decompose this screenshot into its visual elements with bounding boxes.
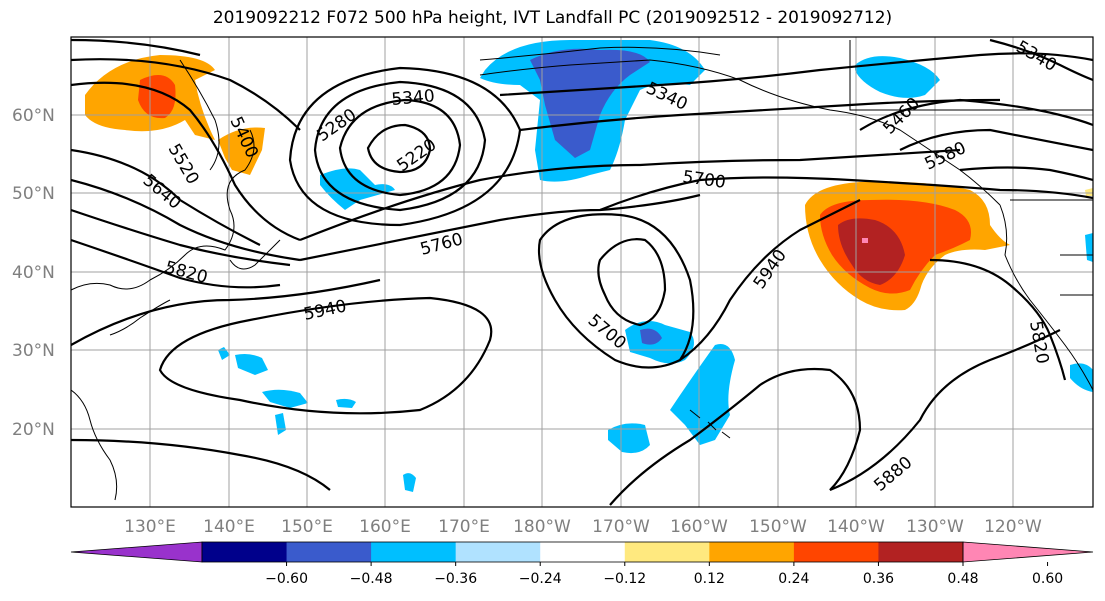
lon-label: 130°E bbox=[124, 517, 176, 537]
contour-5640 bbox=[71, 148, 261, 246]
coast-korea-japan bbox=[109, 239, 281, 336]
coast-north-america-west bbox=[999, 204, 1093, 391]
ivt-negative-region-east bbox=[1070, 363, 1093, 392]
ivt-negative-region-west-1 bbox=[235, 354, 268, 375]
lon-label: 150°E bbox=[281, 517, 333, 537]
contour-5940-east bbox=[679, 199, 861, 361]
contour-5520 bbox=[71, 81, 301, 242]
lat-label: 60°N bbox=[12, 106, 55, 126]
colorbar-tick-label: −0.60 bbox=[265, 571, 308, 587]
contour-5880-east bbox=[609, 329, 1061, 506]
colorbar-segment bbox=[878, 542, 964, 562]
contour-upper-1 bbox=[299, 148, 961, 242]
contour-mid-2 bbox=[71, 208, 291, 267]
colorbar-tick-label: −0.12 bbox=[603, 571, 646, 587]
colorbar-segment bbox=[371, 542, 457, 562]
coast-arctic bbox=[479, 40, 1093, 111]
lon-label: 130°W bbox=[906, 517, 964, 537]
coastlines bbox=[71, 40, 1093, 501]
height-contours bbox=[71, 38, 1093, 506]
lon-label: 120°W bbox=[984, 517, 1042, 537]
ivt-negative-region-west-3 bbox=[336, 398, 356, 408]
ivt-positive-core-northeast-pacific bbox=[838, 218, 905, 285]
contour-5580-east bbox=[899, 128, 1093, 152]
lon-label: 140°E bbox=[203, 517, 255, 537]
colorbar-outline bbox=[201, 541, 964, 563]
ivt-negative-region-west-2 bbox=[262, 389, 308, 408]
lon-label: 160°W bbox=[670, 517, 728, 537]
contour-5820 bbox=[71, 238, 281, 289]
colorbar-tick-label: 0.36 bbox=[863, 571, 894, 587]
colorbar-tick-label: 0.12 bbox=[694, 571, 725, 587]
contour-5820-east bbox=[929, 258, 1067, 381]
lat-label: 30°N bbox=[12, 341, 55, 361]
colorbar-tick-label: −0.48 bbox=[350, 571, 393, 587]
lon-label: 150°W bbox=[749, 517, 807, 537]
ivt-negative-region-dateline-north bbox=[320, 168, 395, 210]
contour-low-2 bbox=[338, 98, 462, 197]
contour-5940-west bbox=[158, 296, 493, 415]
lon-label: 160°E bbox=[359, 517, 411, 537]
lon-label: 170°E bbox=[438, 517, 490, 537]
ivt-negative-core-central-pacific bbox=[640, 328, 662, 345]
colorbar-segment bbox=[202, 542, 288, 562]
contour-5760 bbox=[299, 193, 701, 262]
contour-5880-west bbox=[71, 278, 381, 346]
lat-label: 50°N bbox=[12, 184, 55, 204]
map-border bbox=[70, 36, 1094, 508]
lon-label: 170°W bbox=[592, 517, 650, 537]
colorbar-segment bbox=[286, 542, 372, 562]
colorbar-tick-label: −0.36 bbox=[434, 571, 477, 587]
colorbar-tick-label: −0.24 bbox=[519, 571, 562, 587]
border-canada-us bbox=[1010, 199, 1093, 296]
coast-hawaii bbox=[689, 409, 731, 439]
colorbar-segment bbox=[709, 542, 795, 562]
contour-trough-5700 bbox=[537, 213, 695, 369]
ivt-positive-peak bbox=[862, 238, 868, 243]
ivt-negative-region-hawaii-south bbox=[608, 423, 650, 454]
ivt-negative-region-hawaii bbox=[670, 344, 735, 445]
lat-label: 20°N bbox=[12, 420, 55, 440]
contour-east-4 bbox=[959, 166, 1093, 182]
lon-label: 180°W bbox=[513, 517, 571, 537]
contour-5400 bbox=[71, 38, 301, 131]
latitude-labels: 60°N 50°N 40°N 30°N 20°N bbox=[12, 106, 55, 440]
colorbar-extend-max bbox=[962, 541, 1094, 563]
coast-alaska bbox=[479, 59, 1001, 206]
contour-5700-east bbox=[599, 176, 1093, 212]
map-title: 2019092212 F072 500 hPa height, IVT Land… bbox=[212, 8, 893, 28]
colorbar-tick-label: 0.60 bbox=[1032, 571, 1063, 587]
colorbar-tick-label: 0.24 bbox=[778, 571, 809, 587]
ivt-negative-region-alaska bbox=[855, 56, 940, 98]
contour-mid-1 bbox=[71, 178, 301, 262]
colorbar-segment bbox=[455, 542, 541, 562]
ivt-negative-core-bering bbox=[530, 48, 650, 158]
contour-low-inner bbox=[366, 123, 432, 174]
ivt-positive-core-kamchatka bbox=[138, 75, 176, 119]
colorbar-segment bbox=[624, 542, 710, 562]
ivt-positive-outline-yellow bbox=[1085, 188, 1093, 196]
colorbar-extend-min bbox=[70, 541, 203, 563]
contour-5460-east bbox=[859, 98, 1093, 131]
contour-upper-2 bbox=[519, 98, 1001, 132]
colorbar-segment bbox=[540, 542, 626, 562]
contour-5340-ne bbox=[989, 38, 1093, 82]
colorbar-segment bbox=[793, 542, 879, 562]
lon-label: 140°W bbox=[827, 517, 885, 537]
ivt-shading bbox=[85, 40, 1093, 492]
contour-south-west bbox=[71, 438, 331, 491]
longitude-labels: 130°E 140°E 150°E 160°E 170°E 180°W 170°W 160°W… bbox=[124, 517, 1042, 537]
lat-label: 40°N bbox=[12, 263, 55, 283]
contour-label: 5340 bbox=[391, 86, 436, 110]
contour-low-3 bbox=[313, 80, 487, 212]
colorbar-tick-label: 0.48 bbox=[947, 571, 978, 587]
contour-trough-inner bbox=[597, 238, 667, 327]
coast-kamchatka bbox=[179, 59, 220, 171]
ivt-negative-region-west-4 bbox=[403, 473, 416, 492]
contour-upper-3 bbox=[499, 52, 1093, 97]
colorbar: −0.60 −0.48 −0.36 −0.24 −0.12 0.12 0.24 0.36 0.4… bbox=[70, 541, 1094, 587]
coast-east-asia bbox=[71, 129, 255, 291]
